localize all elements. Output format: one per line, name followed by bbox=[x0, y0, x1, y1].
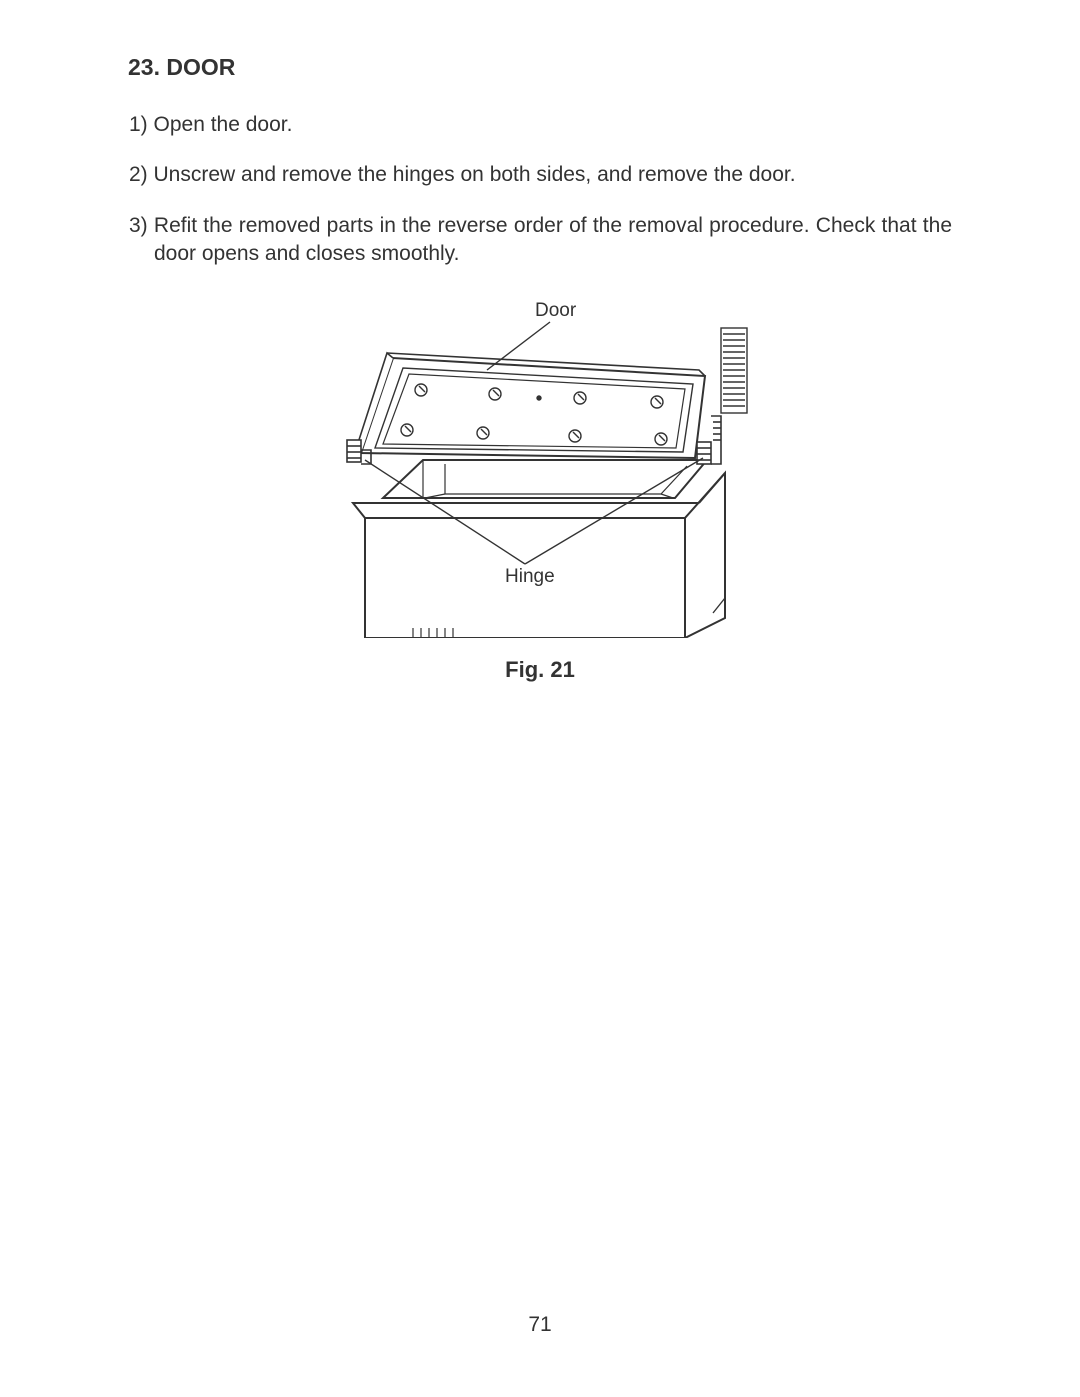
step-1: 1) Open the door. bbox=[136, 111, 952, 139]
label-hinge: Hinge bbox=[505, 566, 555, 588]
section-heading: 23. DOOR bbox=[128, 54, 952, 81]
figure-container: Door bbox=[128, 298, 952, 683]
label-door: Door bbox=[535, 300, 576, 322]
document-page: 23. DOOR 1) Open the door. 2) Unscrew an… bbox=[0, 0, 1080, 683]
step-2: 2) Unscrew and remove the hinges on both… bbox=[136, 161, 952, 189]
figure-caption: Fig. 21 bbox=[128, 657, 952, 683]
figure-21: Door bbox=[325, 298, 755, 638]
page-number: 71 bbox=[0, 1313, 1080, 1337]
step-3: 3) Refit the removed parts in the revers… bbox=[136, 212, 952, 269]
